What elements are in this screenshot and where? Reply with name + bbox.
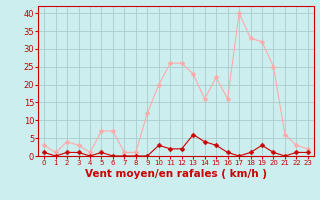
X-axis label: Vent moyen/en rafales ( km/h ): Vent moyen/en rafales ( km/h ) (85, 169, 267, 179)
